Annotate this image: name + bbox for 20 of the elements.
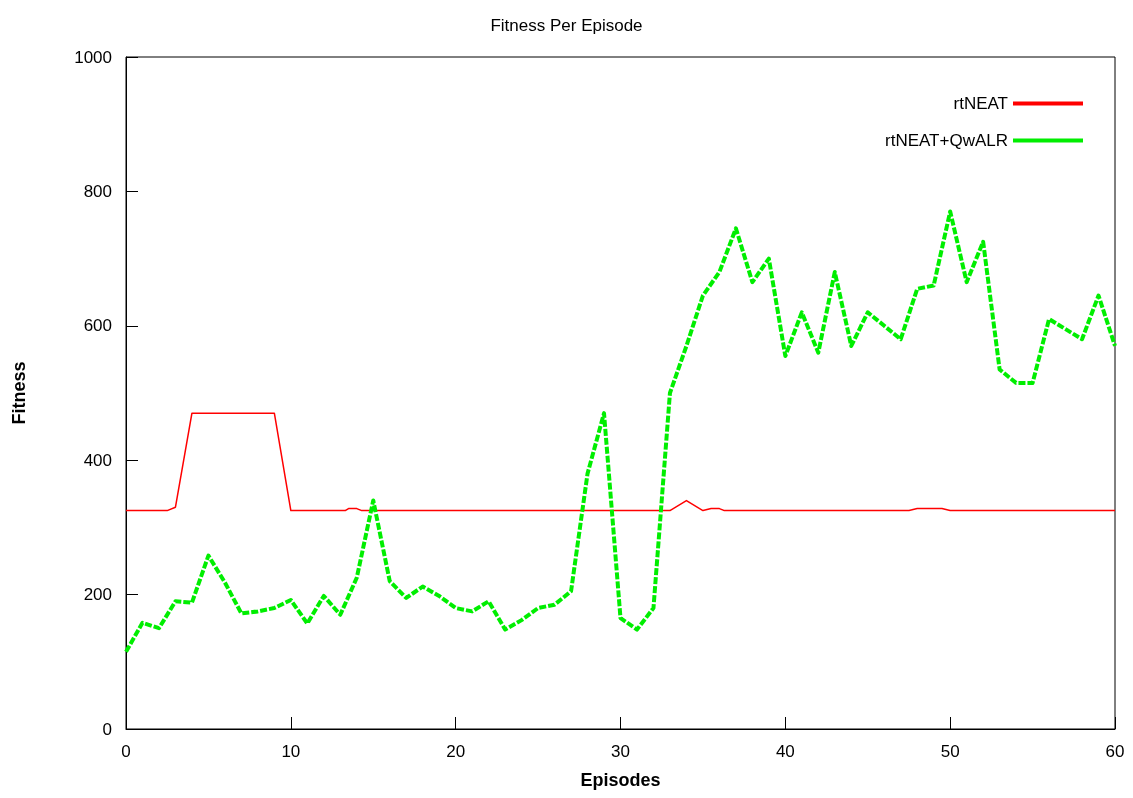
x-tick-label: 20 [446,742,466,761]
y-tick-label: 1000 [74,47,112,67]
x-tick-label: 30 [611,742,630,761]
chart-title: Fitness Per Episode [490,16,643,35]
x-tick-label: 0 [121,742,131,761]
line-series [125,412,1116,512]
legend-label: rtNEAT [953,94,1008,113]
x-tick-label: 50 [940,742,960,761]
y-tick-label: 200 [83,585,112,605]
x-tick-label: 60 [1105,742,1125,761]
y-tick-label: 600 [83,316,112,336]
x-tick-label: 40 [775,742,795,761]
y-axis-title: Fitness [9,361,29,425]
y-tick-label: 0 [102,719,112,739]
line-series [124,209,1117,654]
x-axis-title: Episodes [580,770,661,790]
legend-label: rtNEAT+QwALR [885,131,1008,150]
y-tick-label: 800 [83,181,112,201]
x-tick-label: 10 [281,742,301,761]
y-tick-label: 400 [83,450,112,470]
